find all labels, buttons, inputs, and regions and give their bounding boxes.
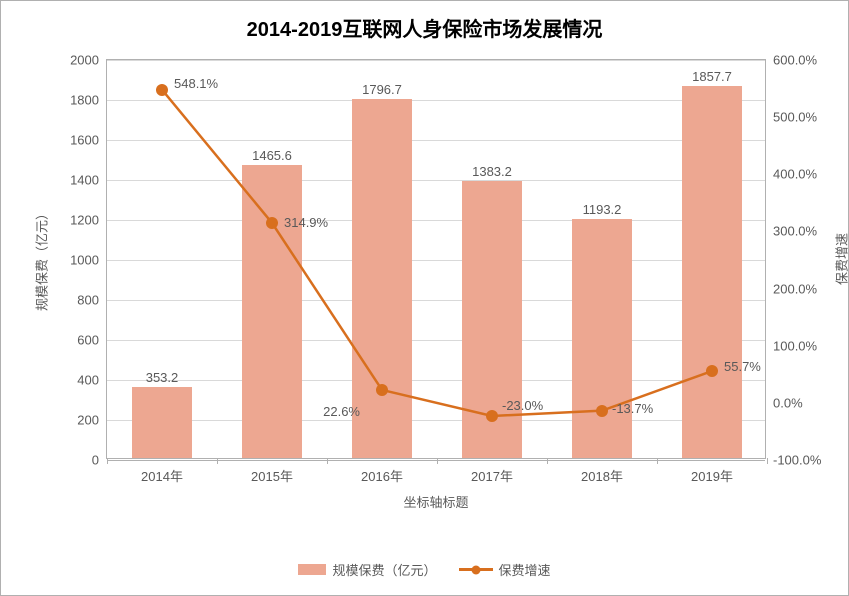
y-right-tick: 600.0% (765, 53, 817, 68)
legend-label-bars: 规模保费（亿元） (332, 560, 436, 579)
y-left-tick: 1200 (70, 213, 107, 228)
legend-swatch-bar-icon (298, 564, 326, 575)
x-tick-label: 2017年 (471, 458, 513, 485)
y-left-tick: 1800 (70, 93, 107, 108)
x-tick-mark (767, 458, 768, 464)
y-right-tick: -100.0% (765, 453, 821, 468)
y-left-tick: 0 (92, 453, 107, 468)
y-right-tick: 0.0% (765, 395, 803, 410)
y-right-tick: 500.0% (765, 110, 817, 125)
y-left-tick: 800 (77, 293, 107, 308)
y-left-tick: 1400 (70, 173, 107, 188)
legend-label-line: 保费增速 (499, 560, 551, 579)
x-tick-label: 2019年 (691, 458, 733, 485)
legend-swatch-line-icon (459, 568, 493, 571)
line-marker (486, 410, 498, 422)
line-value-label: 548.1% (174, 76, 218, 91)
line-marker (266, 217, 278, 229)
x-tick-label: 2014年 (141, 458, 183, 485)
y-right-tick: 100.0% (765, 338, 817, 353)
line-value-label: 22.6% (323, 404, 360, 419)
chart-title: 2014-2019互联网人身保险市场发展情况 (1, 13, 848, 42)
legend-item-bars: 规模保费（亿元） (298, 560, 436, 579)
line-series (107, 60, 767, 460)
y-axis-right-title: 保费增速 (832, 233, 849, 285)
grid-line (107, 460, 765, 461)
line-marker (596, 405, 608, 417)
line-marker (156, 84, 168, 96)
line-value-label: -23.0% (502, 398, 543, 413)
x-tick-label: 2018年 (581, 458, 623, 485)
y-left-tick: 2000 (70, 53, 107, 68)
x-tick-label: 2015年 (251, 458, 293, 485)
line-value-label: -13.7% (612, 401, 653, 416)
y-left-tick: 1600 (70, 133, 107, 148)
x-tick-label: 2016年 (361, 458, 403, 485)
y-left-tick: 600 (77, 333, 107, 348)
y-left-tick: 400 (77, 373, 107, 388)
y-left-tick: 200 (77, 413, 107, 428)
line-value-label: 314.9% (284, 215, 328, 230)
legend-item-line: 保费增速 (459, 560, 551, 579)
y-axis-left-title: 规模保费（亿元） (32, 207, 51, 311)
y-right-tick: 400.0% (765, 167, 817, 182)
y-left-tick: 1000 (70, 253, 107, 268)
y-right-tick: 300.0% (765, 224, 817, 239)
line-marker (376, 384, 388, 396)
chart-container: 2014-2019互联网人身保险市场发展情况 规模保费（亿元） 保费增速 坐标轴… (0, 0, 849, 596)
legend: 规模保费（亿元） 保费增速 (1, 560, 848, 579)
y-right-tick: 200.0% (765, 281, 817, 296)
plot-area: 规模保费（亿元） 保费增速 坐标轴标题 02004006008001000120… (106, 59, 766, 459)
x-axis-title: 坐标轴标题 (107, 492, 765, 511)
line-marker (706, 365, 718, 377)
line-value-label: 55.7% (724, 359, 761, 374)
